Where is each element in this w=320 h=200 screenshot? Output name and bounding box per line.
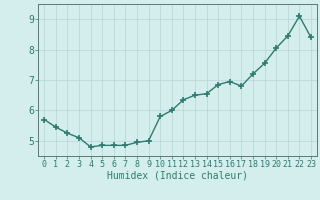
X-axis label: Humidex (Indice chaleur): Humidex (Indice chaleur) [107, 171, 248, 181]
